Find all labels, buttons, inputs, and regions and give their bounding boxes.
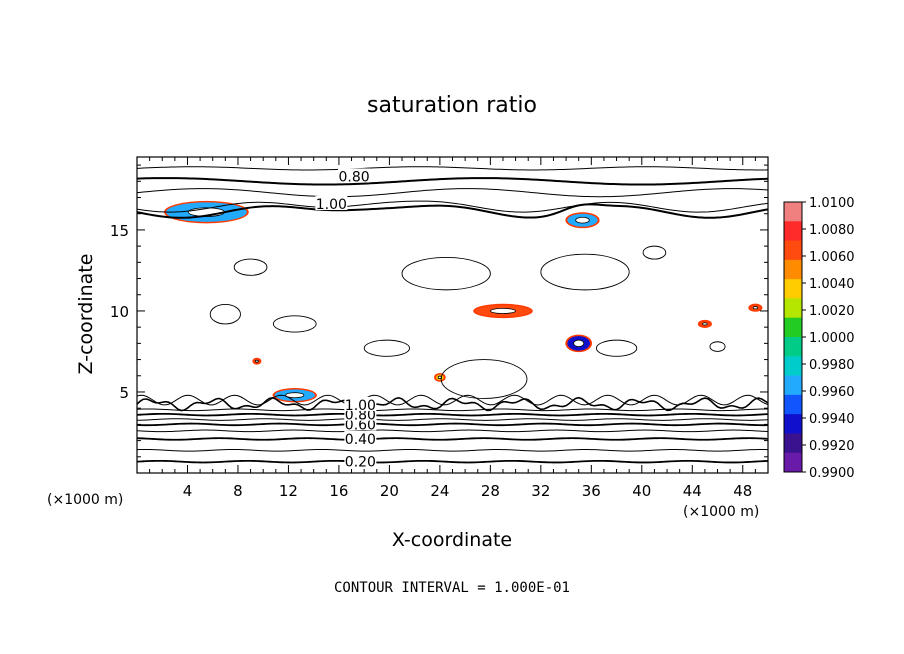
- contour-label: 0.20: [345, 455, 376, 471]
- shaded-patch-inner: [490, 307, 516, 314]
- colorbar-swatch: [784, 221, 802, 242]
- colorbar-label: 1.0080: [809, 223, 855, 238]
- x-tick-label: 24: [430, 482, 449, 500]
- shaded-patch-inner: [752, 306, 759, 310]
- contour-closed: [363, 339, 411, 357]
- contour-label-bg: [315, 195, 348, 210]
- x-tick-label: 36: [582, 482, 601, 500]
- colorbar-swatch: [784, 356, 802, 377]
- shaded-patch-inner: [575, 216, 590, 224]
- plot-area: 0.200.400.600.801.000.801.00 4 8 12 16 20 24 2…: [110, 156, 769, 500]
- contour-line: [137, 418, 768, 421]
- chart-title: saturation ratio: [367, 93, 537, 118]
- contour-line: [137, 200, 768, 213]
- colorbar-label: 0.9980: [809, 358, 855, 373]
- y-tick-label: 15: [110, 222, 129, 240]
- y-tick-label: 10: [110, 303, 129, 321]
- contour-line: [137, 459, 768, 464]
- contour-label: 1.00: [345, 398, 376, 414]
- y-axis-unit: (×1000 m): [47, 492, 123, 508]
- y-axis-label: Z-coordinate: [75, 254, 97, 375]
- shaded-patch-inner: [573, 339, 585, 348]
- contour-closed: [709, 341, 726, 352]
- contour-line: [137, 437, 768, 441]
- colorbar-label: 1.0100: [809, 196, 855, 211]
- x-tick-label: 48: [733, 482, 752, 500]
- shaded-patch-inner: [702, 322, 708, 326]
- colorbar-swatch: [784, 337, 802, 357]
- x-tick-label: 20: [380, 482, 399, 500]
- contour-line: [137, 408, 768, 412]
- colorbar-label: 1.0020: [809, 304, 855, 319]
- contour-line: [137, 412, 768, 417]
- contour-label-bg: [338, 168, 371, 183]
- contour-closed: [540, 253, 630, 291]
- contour-closed: [272, 315, 317, 333]
- contour-label-bg: [344, 430, 377, 445]
- contour-line: [137, 448, 768, 452]
- contour-closed: [209, 304, 241, 325]
- x-tick-label: 32: [531, 482, 550, 500]
- contour-line: [137, 203, 768, 219]
- contour-closed: [401, 257, 491, 291]
- contour-closed: [233, 258, 268, 276]
- colorbar-swatch: [784, 259, 802, 280]
- x-axis-label: X-coordinate: [392, 529, 512, 551]
- x-tick-label: 4: [183, 482, 193, 500]
- colorbar-swatch: [784, 298, 802, 319]
- x-tick-label: 40: [632, 482, 651, 500]
- colorbar-label: 1.0000: [809, 331, 855, 346]
- x-tick-label: 44: [683, 482, 702, 500]
- x-tick-label: 28: [481, 482, 500, 500]
- contour-label: 0.80: [338, 169, 369, 185]
- colorbar-label: 0.9960: [809, 385, 855, 400]
- x-tick-label: 8: [233, 482, 243, 500]
- contour-closed: [642, 245, 667, 260]
- contour-label: 0.60: [345, 417, 376, 433]
- colorbar-swatch: [784, 279, 802, 299]
- contour-interval-note: CONTOUR INTERVAL = 1.000E-01: [334, 580, 570, 596]
- colorbar-label: 1.0060: [809, 250, 855, 265]
- contour-label-bg: [344, 453, 377, 468]
- colorbar-label: 0.9940: [809, 412, 855, 427]
- contour-lines: [137, 166, 768, 464]
- colorbar-swatch: [784, 317, 802, 338]
- contour-label-bg: [344, 396, 377, 411]
- colorbar-label: 1.0040: [809, 277, 855, 292]
- contour-line: [137, 166, 768, 171]
- x-axis-unit: (×1000 m): [683, 504, 759, 520]
- contour-line: [137, 422, 768, 427]
- colorbar-label: 0.9920: [809, 439, 855, 454]
- shaded-patches: [164, 200, 763, 403]
- x-tick-label: 16: [329, 482, 348, 500]
- contour-line: [137, 394, 768, 406]
- colorbar: 1.0100 1.0080 1.0060 1.0040 1.0020 1.0000 0.99…: [783, 196, 855, 481]
- contour-labels: 0.200.400.600.801.000.801.00: [315, 168, 377, 471]
- colorbar-swatch: [784, 433, 802, 454]
- colorbar-swatch: [784, 414, 802, 434]
- colorbar-swatch: [784, 202, 802, 222]
- contour-line: [137, 396, 768, 412]
- contour-label: 0.80: [345, 408, 376, 424]
- colorbar-swatch: [784, 452, 802, 473]
- contour-line: [137, 188, 768, 198]
- contour-line: [137, 429, 768, 433]
- colorbar-swatch: [784, 394, 802, 415]
- contour-line: [137, 177, 768, 186]
- y-tick-label: 5: [119, 384, 129, 402]
- shaded-patch-inner: [285, 392, 305, 399]
- colorbar-swatch: [784, 375, 802, 396]
- shaded-patch-inner: [254, 359, 259, 363]
- contour-closed: [440, 359, 528, 399]
- colorbar-swatch: [784, 240, 802, 261]
- contour-label: 1.00: [316, 197, 347, 213]
- colorbar-label: 0.9900: [809, 466, 855, 481]
- x-tick-label: 12: [279, 482, 298, 500]
- contour-label: 0.40: [345, 432, 376, 448]
- contour-closed: [595, 339, 638, 357]
